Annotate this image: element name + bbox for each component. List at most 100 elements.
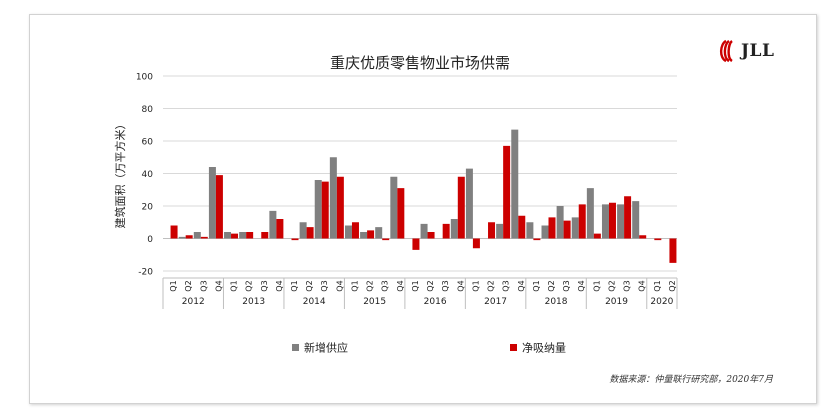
x-tick-label: Q3 [381, 280, 390, 291]
bar-new-supply [571, 217, 579, 239]
bar-new-supply [208, 167, 216, 239]
bar-new-supply [601, 204, 609, 239]
bar-net-absorption [367, 230, 375, 239]
x-tick-label: Q2 [668, 280, 677, 291]
bar-new-supply [511, 129, 519, 239]
jll-logo: JLL [717, 38, 774, 64]
bar-new-supply [465, 168, 473, 239]
x-tick-label: Q4 [517, 280, 526, 291]
bar-net-absorption [276, 219, 284, 239]
x-tick-label: Q2 [547, 280, 556, 291]
bar-net-absorption [261, 232, 269, 239]
bar-net-absorption [639, 235, 647, 239]
x-tick-label: Q4 [275, 280, 284, 291]
bar-net-absorption [669, 238, 677, 263]
x-tick-label: Q3 [199, 280, 208, 291]
bar-new-supply [344, 225, 352, 239]
bar-net-absorption [412, 238, 420, 250]
bar-new-supply [496, 223, 504, 239]
bar-net-absorption [563, 220, 571, 239]
bar-net-absorption [231, 233, 239, 239]
legend-swatch [510, 344, 517, 351]
x-tick-label: Q2 [607, 280, 616, 291]
bar-new-supply [390, 176, 398, 239]
x-tick-label: Q2 [426, 280, 435, 291]
bar-new-supply [450, 219, 458, 239]
bar-new-supply [617, 204, 625, 239]
y-tick-label: 60 [142, 138, 154, 148]
x-tick-label: Q4 [396, 280, 405, 291]
bar-net-absorption [548, 217, 556, 239]
bar-net-absorption [185, 235, 193, 239]
x-tick-label: Q1 [290, 280, 299, 291]
bar-net-absorption [427, 232, 435, 239]
bar-new-supply [178, 236, 186, 239]
bar-net-absorption [321, 181, 329, 239]
bar-net-absorption [608, 202, 616, 239]
year-label: 2016 [424, 297, 447, 307]
y-tick-label: 100 [136, 73, 153, 83]
bar-new-supply [329, 157, 337, 239]
bar-net-absorption [246, 232, 254, 239]
bar-net-absorption [170, 225, 178, 239]
y-tick-label: 20 [142, 203, 154, 213]
bar-new-supply [541, 225, 549, 239]
x-tick-label: Q1 [411, 280, 420, 291]
bar-new-supply [420, 223, 428, 239]
x-tick-label: Q1 [471, 280, 480, 291]
year-label: 2013 [242, 297, 265, 307]
x-tick-label: Q2 [366, 280, 375, 291]
bar-new-supply [239, 232, 247, 239]
bar-net-absorption [291, 238, 299, 241]
x-tick-label: Q4 [638, 280, 647, 291]
x-tick-label: Q1 [350, 280, 359, 291]
bar-net-absorption [472, 238, 480, 249]
bar-net-absorption [488, 222, 496, 239]
year-label: 2020 [650, 297, 673, 307]
bar-net-absorption [351, 222, 359, 239]
x-tick-label: Q2 [487, 280, 496, 291]
bar-new-supply [360, 232, 368, 239]
year-label: 2017 [484, 297, 507, 307]
x-tick-label: Q1 [532, 280, 541, 291]
bar-new-supply [193, 232, 201, 239]
bar-net-absorption [306, 227, 314, 239]
bar-new-supply [299, 222, 307, 239]
x-tick-label: Q1 [653, 280, 662, 291]
bar-new-supply [526, 222, 534, 239]
x-tick-label: Q1 [230, 280, 239, 291]
bar-net-absorption [503, 145, 511, 239]
bar-net-absorption [397, 188, 405, 239]
x-tick-label: Q1 [169, 280, 178, 291]
chart-title: 重庆优质零售物业市场供需 [330, 54, 510, 72]
x-tick-label: Q2 [305, 280, 314, 291]
x-tick-label: Q3 [562, 280, 571, 291]
chart-frame [29, 14, 817, 404]
x-tick-label: Q4 [214, 280, 223, 291]
bar-net-absorption [624, 196, 632, 239]
x-tick-label: Q2 [184, 280, 193, 291]
bar-new-supply [632, 201, 640, 239]
bar-new-supply [314, 180, 322, 239]
bar-new-supply [269, 210, 277, 239]
bar-net-absorption [215, 175, 223, 239]
x-tick-label: Q3 [260, 280, 269, 291]
x-tick-label: Q3 [623, 280, 632, 291]
x-tick-label: Q2 [245, 280, 254, 291]
y-tick-label: -20 [138, 268, 153, 278]
y-tick-label: 80 [142, 105, 154, 115]
y-axis-label: 建筑面积（万平方米） [113, 119, 127, 229]
bar-net-absorption [654, 238, 662, 241]
bar-net-absorption [518, 215, 526, 239]
bar-net-absorption [382, 238, 390, 241]
x-tick-label: Q3 [502, 280, 511, 291]
bar-net-absorption [336, 176, 344, 239]
x-tick-label: Q3 [441, 280, 450, 291]
bar-new-supply [586, 188, 594, 239]
year-label: 2014 [303, 297, 326, 307]
jll-logo-mark-icon [719, 39, 733, 63]
legend-swatch [292, 344, 299, 351]
x-tick-label: Q4 [335, 280, 344, 291]
bar-net-absorption [200, 236, 208, 239]
